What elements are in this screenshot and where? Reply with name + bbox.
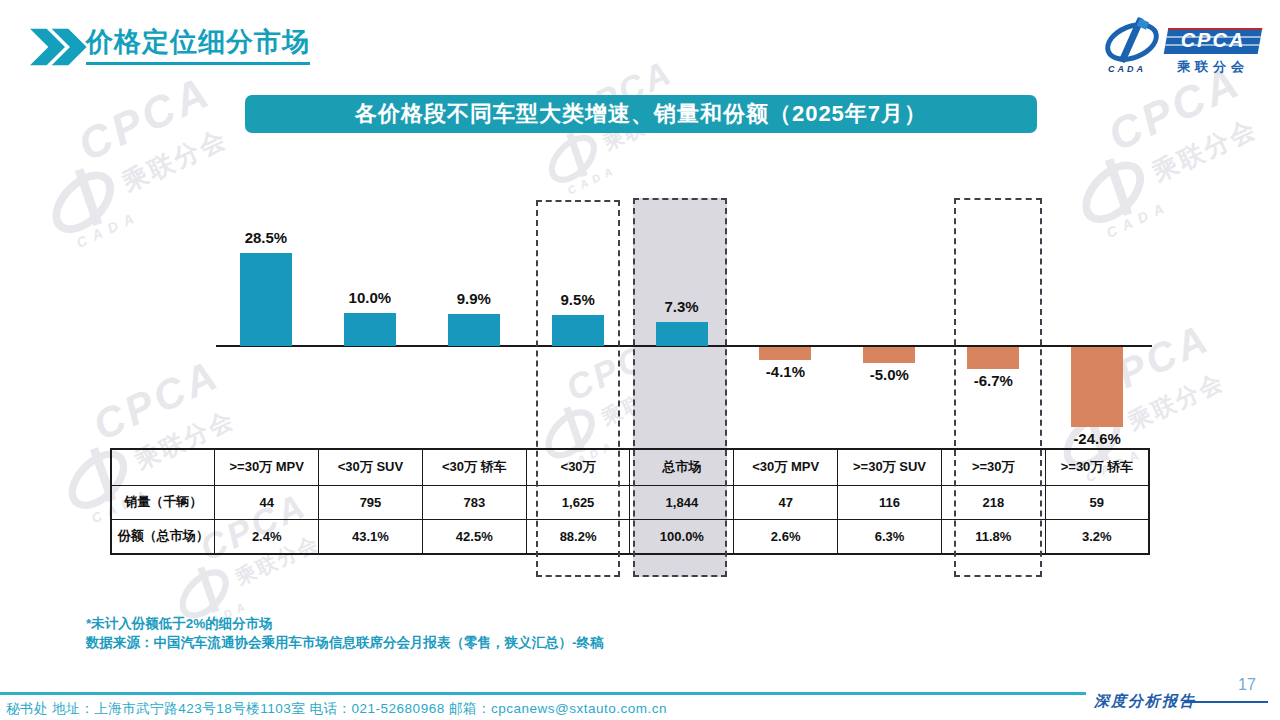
bar-value-label: 7.3% — [627, 298, 737, 315]
table-cell: 3.2% — [1045, 519, 1149, 554]
bar-value-label: 10.0% — [315, 289, 425, 306]
table-cell: 1,625 — [526, 485, 630, 519]
watermark-text: CPCA — [86, 350, 227, 450]
logo-cada-text: CADA — [1108, 64, 1146, 74]
table-cell: 47 — [734, 485, 838, 519]
footnotes: *未计入份额低于2%的细分市场 数据来源：中国汽车流通协会乘用车市场信息联席分会… — [86, 614, 604, 652]
bar-value-label: -5.0% — [834, 366, 944, 383]
table-cell: 2.6% — [734, 519, 838, 554]
data-table: >=30万 MPV<30万 SUV<30万 轿车<30万总市场<30万 MPV>… — [110, 448, 1150, 555]
bar-<30万 SUV — [344, 313, 396, 346]
table-row: 份额（总市场）2.4%43.1%42.5%88.2%100.0%2.6%6.3%… — [111, 519, 1149, 554]
footer-divider — [0, 692, 1086, 695]
bar-value-label: 9.9% — [419, 290, 529, 307]
table-header-cell: <30万 — [526, 449, 630, 485]
watermark-subtext: 乘联分会 — [1147, 111, 1262, 188]
logo-cpca-text: CPCA — [1166, 28, 1260, 54]
bar->=30万 轿车 — [1071, 347, 1123, 427]
table-cell: 11.8% — [941, 519, 1045, 554]
watermark-subtext: 乘联分会 — [117, 121, 232, 198]
bar-value-label: -24.6% — [1042, 430, 1152, 447]
watermark-text: CPCA — [71, 66, 220, 171]
bar-<30万 — [552, 315, 604, 346]
table-cell: 795 — [319, 485, 423, 519]
table-header-cell: <30万 轿车 — [422, 449, 526, 485]
watermark-ellipse-icon — [41, 160, 126, 245]
cpca-watermark: CPCA乘联分会CADA — [1048, 56, 1278, 247]
table-cell: 59 — [1045, 485, 1149, 519]
watermark-ellipse-icon — [1071, 150, 1156, 235]
watermark-cada: CADA — [566, 125, 702, 197]
bar-value-label: 28.5% — [211, 229, 321, 246]
bar-<30万 MPV — [759, 347, 811, 360]
table-cell: 2.4% — [215, 519, 319, 554]
chart-banner: 各价格段不同车型大类增速、销量和份额（2025年7月） — [245, 95, 1037, 133]
bar-总市场 — [656, 322, 708, 346]
watermark-subtext: 乘联分会 — [1123, 365, 1229, 436]
bar->=30万 SUV — [863, 347, 915, 363]
table-cell: 43.1% — [319, 519, 423, 554]
table-cell: 100.0% — [630, 519, 734, 554]
table-cell: 6.3% — [838, 519, 942, 554]
bar-value-label: -4.1% — [730, 363, 840, 380]
logo-subtitle: 乘联分会 — [1166, 58, 1260, 76]
cpca-logo: CADA CPCA 乘联分会 — [1100, 20, 1265, 78]
table-cell: 1,844 — [630, 485, 734, 519]
watermark-ellipse-icon — [540, 126, 606, 192]
report-tag: 深度分析报告 — [1094, 692, 1196, 711]
table-corner-cell — [111, 449, 215, 485]
bar-<30万 轿车 — [448, 314, 500, 346]
footnote-line-2: 数据来源：中国汽车流通协会乘用车市场信息联席分会月报表（零售，狭义汇总）-终稿 — [86, 633, 604, 652]
footnote-line-1: *未计入份额低于2%的细分市场 — [86, 614, 604, 633]
table-header-cell: >=30万 SUV — [838, 449, 942, 485]
table-header-cell: >=30万 — [941, 449, 1045, 485]
table-cell: 783 — [422, 485, 526, 519]
bar-value-label: 9.5% — [523, 291, 633, 308]
table-header-cell: 总市场 — [630, 449, 734, 485]
table-row-label: 销量（千辆） — [111, 485, 215, 519]
chart-banner-title: 各价格段不同车型大类增速、销量和份额（2025年7月） — [355, 99, 927, 129]
table-header-cell: <30万 MPV — [734, 449, 838, 485]
table-row: 销量（千辆）447957831,6251,8444711621859 — [111, 485, 1149, 519]
table-cell: 42.5% — [422, 519, 526, 554]
bar->=30万 MPV — [240, 253, 292, 346]
table-cell: 88.2% — [526, 519, 630, 554]
slide-page: CPCA乘联分会CADACPCA乘联分会CADACPCA乘联分会CADACPCA… — [0, 0, 1280, 720]
table-row-label: 份额（总市场） — [111, 519, 215, 554]
data-table-wrap: >=30万 MPV<30万 SUV<30万 轿车<30万总市场<30万 MPV>… — [110, 448, 1150, 555]
report-tag-line — [1184, 701, 1268, 703]
watermark-cada: CADA — [1104, 148, 1278, 241]
table-header-cell: <30万 SUV — [319, 449, 423, 485]
double-chevron-icon — [30, 27, 90, 67]
table-header-cell: >=30万 MPV — [215, 449, 319, 485]
table-header-cell: >=30万 轿车 — [1045, 449, 1149, 485]
page-title: 价格定位细分市场 — [86, 24, 310, 65]
table-cell: 116 — [838, 485, 942, 519]
table-cell: 44 — [215, 485, 319, 519]
bar->=30万 — [967, 347, 1019, 369]
bar-value-label: -6.7% — [938, 372, 1048, 389]
table-cell: 218 — [941, 485, 1045, 519]
footer-contact-text: 秘书处 地址：上海市武宁路423号18号楼1103室 电话：021-526809… — [6, 700, 667, 718]
page-number: 17 — [1238, 676, 1256, 694]
